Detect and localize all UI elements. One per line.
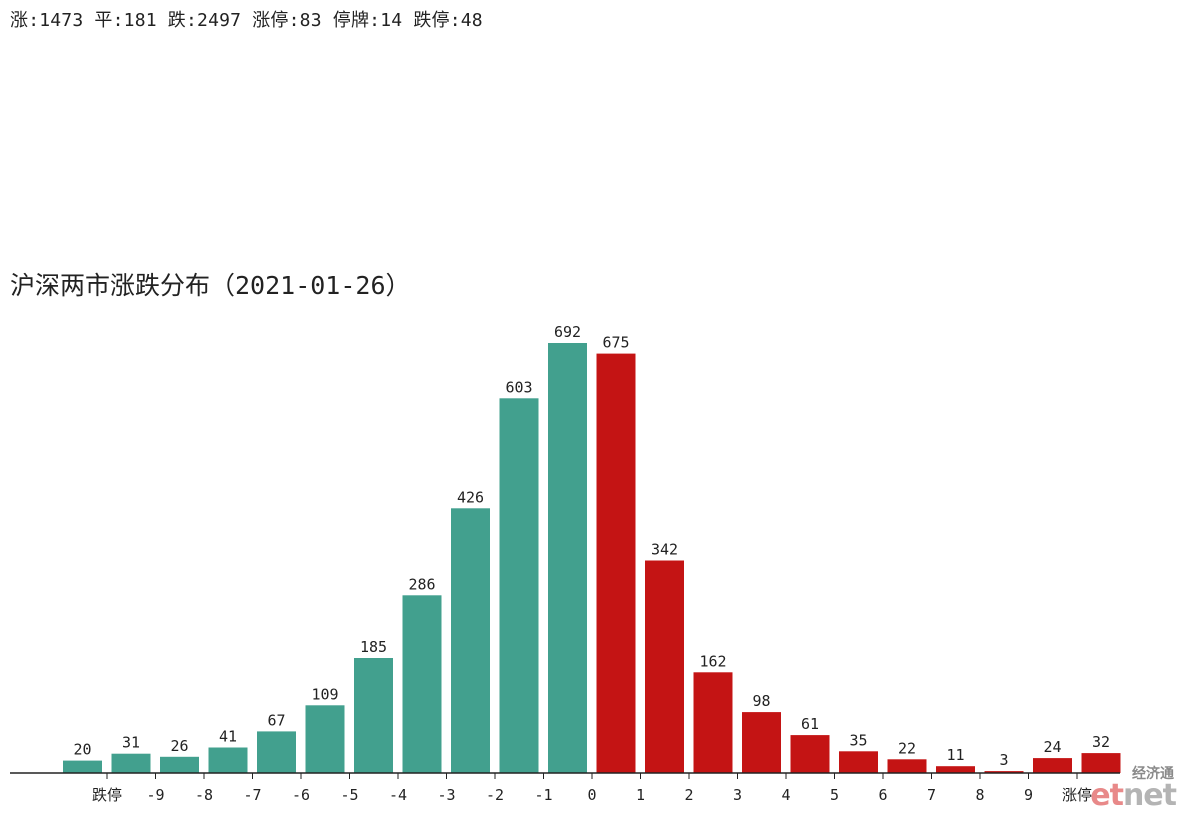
- chart-title: 沪深两市涨跌分布（2021-01-26）: [10, 271, 411, 300]
- bar-value-label: 11: [946, 746, 964, 764]
- x-tick-label: 7: [927, 786, 936, 804]
- bar-value-label: 22: [898, 739, 916, 757]
- x-tick-label: -9: [146, 786, 164, 804]
- bar-value-label: 35: [849, 731, 867, 749]
- bar: [111, 753, 151, 773]
- market-summary: 涨:1473 平:181 跌:2497 涨停:83 停牌:14 跌停:48: [10, 10, 483, 31]
- x-tick-label: 9: [1024, 786, 1033, 804]
- bar: [402, 595, 442, 773]
- bar: [354, 658, 393, 773]
- bar: [63, 760, 102, 773]
- bar: [790, 735, 830, 773]
- bar: [499, 398, 539, 773]
- bar-value-label: 3: [999, 751, 1008, 769]
- bar-value-label: 61: [801, 715, 819, 733]
- bar: [1081, 753, 1121, 773]
- bar-value-label: 603: [505, 378, 532, 396]
- x-tick-label: 1: [636, 786, 645, 804]
- logo-net-text: net: [1122, 778, 1177, 813]
- x-tick-label: -1: [534, 786, 552, 804]
- etnet-logo: 经济通 etnet: [1086, 763, 1177, 813]
- bar-value-label: 185: [360, 638, 387, 656]
- bars-group: [63, 343, 1121, 773]
- x-tick-label: 3: [733, 786, 742, 804]
- logo-et-text: et: [1090, 778, 1124, 813]
- x-tick-label: -6: [292, 786, 310, 804]
- bar: [257, 731, 296, 773]
- bar-value-label: 41: [219, 728, 237, 746]
- x-tick-label: 跌停: [92, 786, 122, 804]
- x-tick-label: 5: [830, 786, 839, 804]
- x-tick-label: 涨停: [1062, 786, 1092, 804]
- bar: [984, 771, 1024, 773]
- bar: [305, 705, 345, 773]
- bar-value-label: 24: [1043, 738, 1061, 756]
- bar-value-label: 31: [122, 734, 140, 752]
- bar-value-label: 109: [311, 685, 338, 703]
- bar-value-label: 20: [73, 741, 91, 759]
- bar: [1033, 758, 1072, 773]
- bar: [451, 508, 490, 773]
- bar-value-label: 162: [699, 652, 726, 670]
- bar: [160, 756, 199, 773]
- bar: [596, 353, 636, 773]
- x-tick-label: 6: [878, 786, 887, 804]
- bar: [742, 712, 781, 773]
- bar-value-label: 675: [602, 334, 629, 352]
- logo-wordmark: etnet: [1090, 778, 1177, 813]
- x-tick-label: -7: [243, 786, 261, 804]
- x-tick-label: -4: [389, 786, 407, 804]
- bar: [839, 751, 878, 773]
- bar: [548, 343, 587, 773]
- x-tick-label: 0: [587, 786, 596, 804]
- logo-chinese-text: 经济通: [1132, 766, 1174, 782]
- x-axis: 跌停 -9 -8 -7 -6 -5 -4 -3 -2 -1 0 1 2 3 4 5 6 7 8 9 涨停: [10, 772, 1120, 804]
- bar-value-label: 67: [267, 711, 285, 729]
- x-tick-label: 4: [781, 786, 790, 804]
- x-tick-label: -3: [437, 786, 455, 804]
- bar-value-label: 342: [651, 541, 678, 559]
- x-tick-label: -8: [195, 786, 213, 804]
- x-tick-label: 8: [975, 786, 984, 804]
- x-tick-label: -2: [486, 786, 504, 804]
- bar-value-label: 26: [170, 737, 188, 755]
- bar: [693, 672, 733, 773]
- x-tick-label: -5: [340, 786, 358, 804]
- data-labels-group: 20 31 26 41 67 109 185 286 426 603 692 675 342 162 98 6…: [73, 323, 1110, 769]
- bar-value-label: 32: [1092, 733, 1110, 751]
- bar-value-label: 286: [408, 575, 435, 593]
- bar: [208, 747, 248, 773]
- bar: [645, 560, 684, 773]
- bar: [936, 766, 975, 773]
- bar-value-label: 98: [752, 692, 770, 710]
- x-tick-label: 2: [684, 786, 693, 804]
- bar-value-label: 692: [554, 323, 581, 341]
- bar-value-label: 426: [457, 488, 484, 506]
- bar: [887, 759, 927, 773]
